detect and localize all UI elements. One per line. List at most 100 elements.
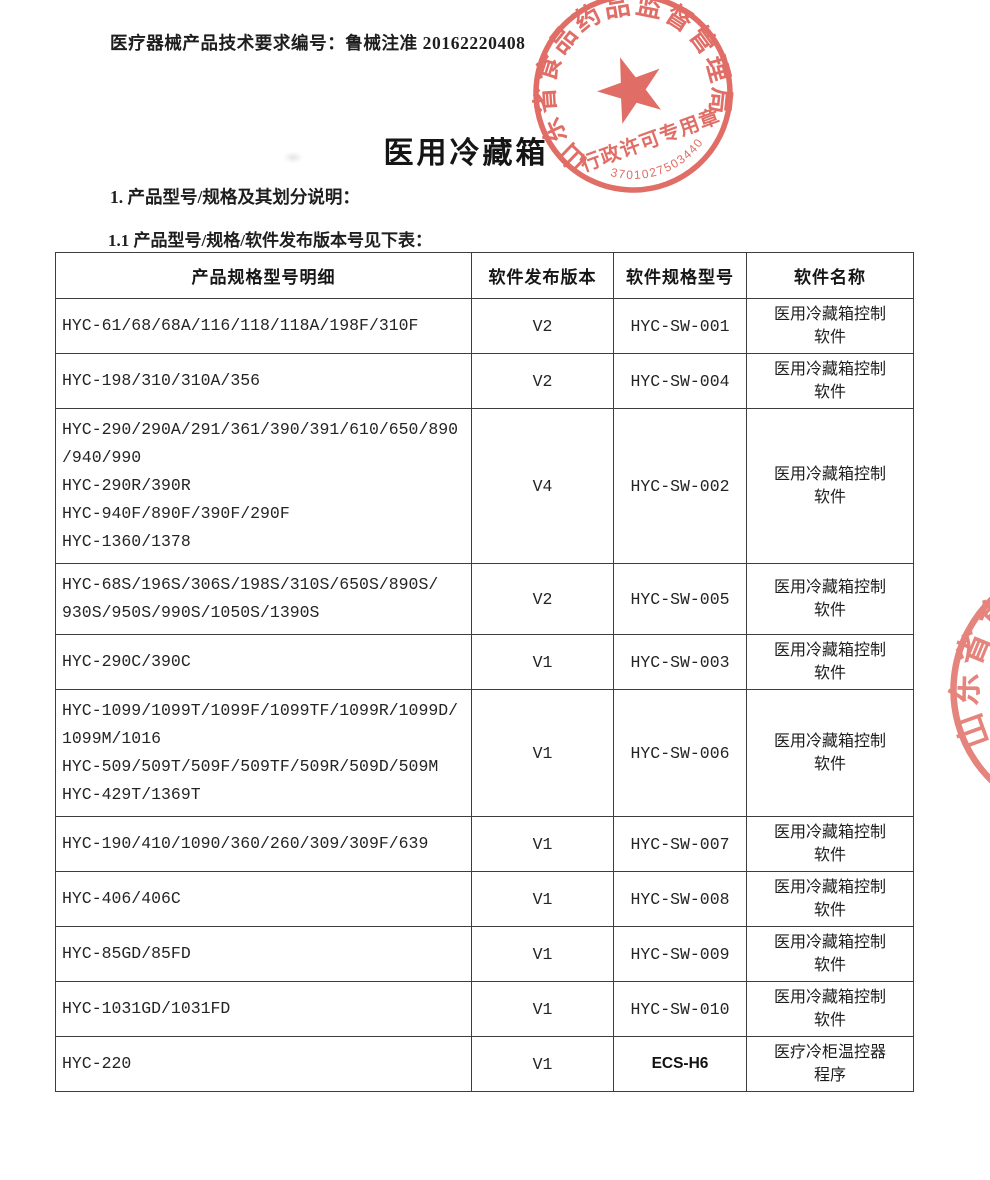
table-row: HYC-220 V1 ECS-H6 医疗冷柜温控器 程序 (55, 1036, 914, 1092)
model-line: HYC-220 (62, 1054, 132, 1073)
cell-sw-model: HYC-SW-007 (613, 816, 747, 872)
table-row: HYC-1031GD/1031FD V1 HYC-SW-010 医用冷藏箱控制软… (55, 981, 914, 1037)
cell-sw-name: 医用冷藏箱控制 软件 (746, 871, 914, 927)
seal-ring (533, 0, 733, 193)
table-row: HYC-190/410/1090/360/260/309/309F/639 V1… (55, 816, 914, 872)
name-line: 医用冷藏箱控制 (773, 642, 886, 659)
cell-sw-name: 医用冷藏箱控制 软件 (746, 408, 914, 564)
name-line: 医用冷藏箱控制 (773, 989, 886, 1006)
spec-table-body: HYC-61/68/68A/116/118/118A/198F/310F V2 … (55, 298, 914, 1092)
cell-sw-model: HYC-SW-010 (613, 981, 747, 1037)
cell-version: V4 (471, 408, 614, 564)
cell-models: HYC-190/410/1090/360/260/309/309F/639 (55, 816, 472, 872)
cell-sw-name: 医用冷藏箱控制 软件 (746, 926, 914, 982)
cell-version: V1 (471, 981, 614, 1037)
name-line: 软件 (813, 847, 846, 864)
partial-seal-ring-text: 山东省食品药品监督管理局 (938, 542, 990, 778)
model-line: HYC-429T/1369T (62, 785, 201, 804)
cell-version: V1 (471, 816, 614, 872)
official-seal-stamp: 山东省食品药品监督管理局 行政许可专用章 3701027503440 (518, 0, 748, 194)
name-line: 软件 (813, 329, 846, 346)
model-line: HYC-290R/390R (62, 476, 191, 495)
model-line: HYC-85GD/85FD (62, 944, 191, 963)
model-line: HYC-940F/890F/390F/290F (62, 504, 290, 523)
model-line: HYC-1099/1099T/1099F/1099TF/1099R/1099D/ (62, 701, 459, 720)
cell-sw-model: HYC-SW-003 (613, 634, 747, 690)
cell-sw-model: ECS-H6 (613, 1036, 747, 1092)
cell-sw-name: 医疗冷柜温控器 程序 (746, 1036, 914, 1092)
table-row: HYC-61/68/68A/116/118/118A/198F/310F V2 … (55, 298, 914, 354)
cell-sw-model: HYC-SW-005 (613, 563, 747, 635)
partial-seal-ring (950, 560, 990, 820)
name-line: 医用冷藏箱控制 (773, 824, 886, 841)
cell-version: V2 (471, 353, 614, 409)
model-line: 1099M/1016 (62, 729, 162, 748)
cell-models: HYC-220 (55, 1036, 472, 1092)
model-line: HYC-406/406C (62, 889, 181, 908)
name-line: 医用冷藏箱控制 (773, 579, 886, 596)
name-line: 软件 (813, 384, 846, 401)
header-software-version: 软件发布版本 (471, 252, 614, 299)
cell-sw-name: 医用冷藏箱控制 软件 (746, 816, 914, 872)
model-line: /940/990 (62, 448, 142, 467)
cell-models: HYC-290C/390C (55, 634, 472, 690)
cell-version: V1 (471, 926, 614, 982)
cell-sw-name: 医用冷藏箱控制 软件 (746, 689, 914, 817)
cell-models: HYC-61/68/68A/116/118/118A/198F/310F (55, 298, 472, 354)
model-line: HYC-290/290A/291/361/390/391/610/650/890 (62, 420, 459, 439)
cell-sw-name: 医用冷藏箱控制 软件 (746, 563, 914, 635)
name-line: 医用冷藏箱控制 (773, 306, 886, 323)
cell-version: V1 (471, 1036, 614, 1092)
model-line: HYC-68S/196S/306S/198S/310S/650S/890S/ (62, 575, 439, 594)
table-row: HYC-85GD/85FD V1 HYC-SW-009 医用冷藏箱控制 软件 (55, 926, 914, 982)
cell-sw-model: HYC-SW-002 (613, 408, 747, 564)
model-line: 930S/950S/990S/1050S/1390S (62, 603, 320, 622)
partial-seal-stamp: 山东省食品药品监督管理局 (938, 542, 990, 820)
name-line: 医用冷藏箱控制 (773, 934, 886, 951)
cell-models: HYC-85GD/85FD (55, 926, 472, 982)
cell-sw-name: 医用冷藏箱控制 软件 (746, 298, 914, 354)
name-line: 软件 (813, 902, 846, 919)
header-software-model: 软件规格型号 (613, 252, 747, 299)
seal-star-icon (596, 57, 662, 124)
scan-smudge (283, 152, 303, 163)
cell-version: V1 (471, 689, 614, 817)
model-line: HYC-509/509T/509F/509TF/509R/509D/509M (62, 757, 439, 776)
name-line: 软件 (813, 602, 846, 619)
name-line: 软件 (813, 489, 846, 506)
cell-sw-name: 医用冷藏箱控制 软件 (746, 634, 914, 690)
page-title: 医用冷藏箱 (383, 137, 549, 170)
cell-version: V2 (471, 563, 614, 635)
table-row: HYC-290/290A/291/361/390/391/610/650/890… (55, 408, 914, 564)
cell-models: HYC-1031GD/1031FD (55, 981, 472, 1037)
table-header-row: 产品规格型号明细 软件发布版本 软件规格型号 软件名称 (55, 252, 914, 299)
cell-models: HYC-406/406C (55, 871, 472, 927)
cell-sw-model: HYC-SW-008 (613, 871, 747, 927)
table-row: HYC-68S/196S/306S/198S/310S/650S/890S/93… (55, 563, 914, 635)
name-line: 软件 (813, 756, 846, 773)
name-line: 软件 (813, 1012, 846, 1029)
model-line: HYC-61/68/68A/116/118/118A/198F/310F (62, 316, 419, 335)
cell-models: HYC-1099/1099T/1099F/1099TF/1099R/1099D/… (55, 689, 472, 817)
model-line: HYC-1360/1378 (62, 532, 191, 551)
name-line: 程序 (813, 1067, 846, 1084)
name-line: 软件 (813, 665, 846, 682)
cell-models: HYC-68S/196S/306S/198S/310S/650S/890S/93… (55, 563, 472, 635)
table-row: HYC-198/310/310A/356 V2 HYC-SW-004 医用冷藏箱… (55, 353, 914, 409)
model-line: HYC-190/410/1090/360/260/309/309F/639 (62, 834, 429, 853)
cell-sw-model: HYC-SW-001 (613, 298, 747, 354)
model-line: HYC-290C/390C (62, 652, 191, 671)
cell-sw-name: 医用冷藏箱控制 软件 (746, 353, 914, 409)
table-row: HYC-406/406C V1 HYC-SW-008 医用冷藏箱控制 软件 (55, 871, 914, 927)
name-line: 医用冷藏箱控制 (773, 733, 886, 750)
header-software-name: 软件名称 (746, 252, 914, 299)
name-line: 医疗冷柜温控器 (773, 1044, 886, 1061)
cell-models: HYC-198/310/310A/356 (55, 353, 472, 409)
name-line: 软件 (813, 957, 846, 974)
cell-version: V1 (471, 871, 614, 927)
model-line: HYC-1031GD/1031FD (62, 999, 231, 1018)
name-line: 医用冷藏箱控制 (773, 466, 886, 483)
doc-number: 医疗器械产品技术要求编号：鲁械注准 20162220408 (110, 33, 526, 53)
header-model-detail: 产品规格型号明细 (55, 252, 472, 299)
